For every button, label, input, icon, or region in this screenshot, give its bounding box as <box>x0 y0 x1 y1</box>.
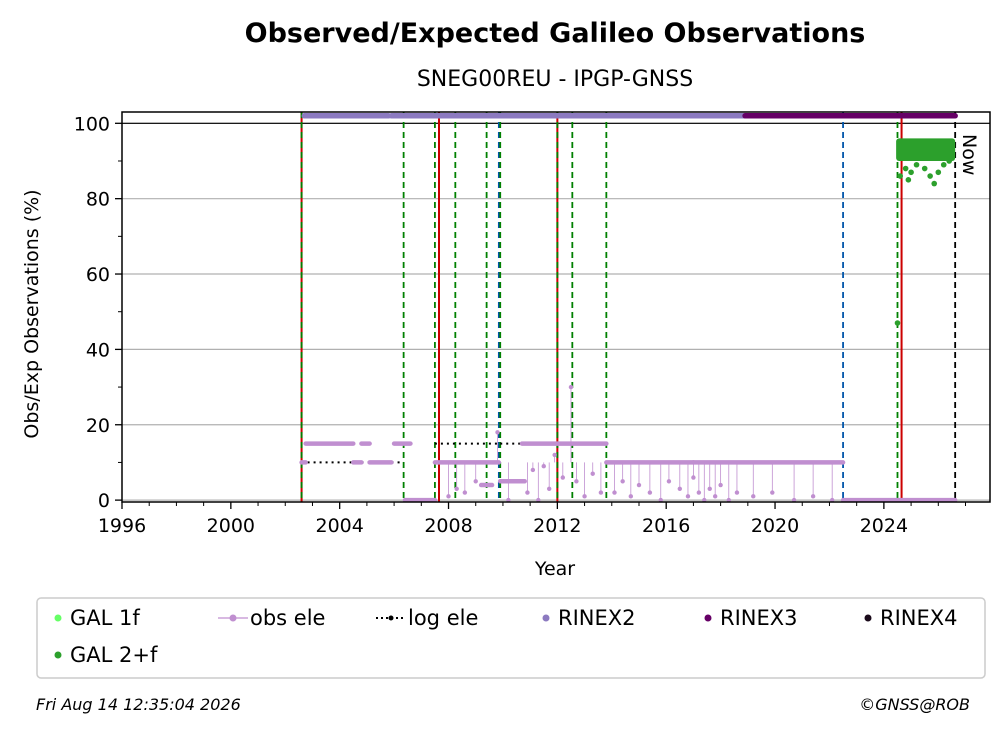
obs-ele-point-20 <box>628 494 634 499</box>
footer-credit: ©GNSS@ROB <box>859 695 970 714</box>
y-tick-label-4: 80 <box>86 189 110 211</box>
gal-2f-point-1 <box>897 173 904 179</box>
obs-ele-point-9 <box>541 464 546 469</box>
obs-ele-point-33 <box>726 497 731 503</box>
obs-ele-point-10 <box>546 486 552 492</box>
obs-ele-point-26 <box>685 494 691 499</box>
plot-frame <box>121 111 991 503</box>
y-tick-label-2: 40 <box>86 339 110 361</box>
y-tick-label-3: 60 <box>86 264 110 286</box>
x-tick-label-5: 2016 <box>642 515 690 537</box>
obs-ele-point-11 <box>552 452 557 458</box>
footer-timestamp: Fri Aug 14 12:35:04 2026 <box>36 695 241 714</box>
obs-ele-point-1 <box>454 486 459 492</box>
x-tick-label-0: 1996 <box>98 515 146 537</box>
obs-ele-point-34 <box>734 490 740 495</box>
x-tick-label-6: 2020 <box>751 515 799 537</box>
x-tick-label-7: 2024 <box>860 515 908 537</box>
y-tick-label-1: 20 <box>86 415 110 437</box>
axes: 1996 2000 2004 2008 2012 2016 2020 2024 0 20 40 60 8… <box>74 111 991 537</box>
gal-2f-point-6 <box>921 165 928 172</box>
obs-ele-point-21 <box>636 482 642 488</box>
obs-ele-point-2 <box>462 490 468 495</box>
y-tick-label-5: 100 <box>74 113 110 135</box>
legend-label-2: log ele <box>408 606 478 630</box>
obs-ele-point-6 <box>525 490 530 495</box>
legend-label-0: GAL 1f <box>70 606 140 630</box>
event-lines <box>300 112 957 502</box>
obs-ele-point-24 <box>666 479 672 484</box>
obs-ele-point-17 <box>598 490 604 495</box>
legend-marker-4 <box>704 614 712 622</box>
obs-ele-point-23 <box>658 497 663 503</box>
legend-marker-5 <box>864 614 872 622</box>
legend-label-1: obs ele <box>250 606 325 630</box>
gal-2f-point-10 <box>940 161 947 168</box>
obs-ele-point-15 <box>582 494 587 499</box>
legend-label-6: GAL 2+f <box>70 643 158 667</box>
legend-marker-6 <box>54 651 62 659</box>
x-tick-label-4: 2012 <box>533 515 581 537</box>
gridlines <box>122 122 990 501</box>
legend-label-5: RINEX4 <box>880 606 958 630</box>
obs-ele-point-16 <box>590 471 595 476</box>
x-tick-label-1: 2000 <box>207 515 255 537</box>
data-series <box>299 113 958 503</box>
legend-marker-1 <box>229 614 237 622</box>
legend-marker-2 <box>388 615 394 621</box>
gal-2f-band <box>896 138 956 161</box>
obs-ele-point-14 <box>574 479 579 484</box>
obs-ele-point-0 <box>446 494 451 499</box>
gal-2f-point-7 <box>927 173 933 179</box>
y-tick-label-0: 0 <box>98 490 110 512</box>
now-label: Now <box>958 134 980 175</box>
obs-ele-point-29 <box>702 497 707 503</box>
obs-ele-point-4 <box>495 430 500 435</box>
x-tick-label-2: 2004 <box>316 515 364 537</box>
obs-ele-point-13 <box>568 384 574 390</box>
x-axis-label: Year <box>534 558 575 580</box>
obs-ele-point-19 <box>620 479 625 484</box>
gal-2f-point-11 <box>946 158 952 164</box>
gal-2f-point-3 <box>905 177 912 183</box>
obs-ele-point-7 <box>530 467 536 473</box>
chart-title: Observed/Expected Galileo Observations <box>245 18 866 49</box>
obs-ele-point-3 <box>473 479 478 484</box>
obs-ele-point-35 <box>751 494 756 499</box>
obs-ele-point-32 <box>718 482 723 488</box>
obs-ele-point-12 <box>560 475 566 480</box>
gal-2f-point-0 <box>894 320 901 326</box>
obs-ele-point-28 <box>696 490 702 495</box>
obs-ele-point-22 <box>647 490 653 495</box>
chart-subtitle: SNEG00REU - IPGP-GNSS <box>417 67 693 92</box>
y-axis-label: Obs/Exp Observations (%) <box>21 189 43 438</box>
obs-ele-point-31 <box>712 494 718 499</box>
obs-ele-point-37 <box>791 497 797 503</box>
gal-2f-point-4 <box>908 169 914 176</box>
gal-2f-point-2 <box>902 165 909 172</box>
legend-box <box>36 597 986 679</box>
legend-label-3: RINEX2 <box>558 606 636 630</box>
obs-ele-point-8 <box>536 497 541 503</box>
obs-ele-point-27 <box>691 475 696 480</box>
legend: GAL 1f obs ele log ele RINEX2 RINEX3 RINEX4 GA… <box>36 597 986 679</box>
legend-marker-3 <box>542 614 550 622</box>
obs-ele-point-5 <box>506 497 511 503</box>
obs-ele-point-36 <box>770 490 775 495</box>
legend-label-4: RINEX3 <box>720 606 798 630</box>
obs-ele-point-39 <box>829 497 835 503</box>
gal-2f-point-8 <box>931 180 938 187</box>
obs-ele-point-38 <box>810 494 816 499</box>
x-tick-label-3: 2008 <box>424 515 472 537</box>
gal-2f-point-5 <box>913 161 920 168</box>
gal-2f-point-9 <box>935 169 942 176</box>
obs-ele-point-18 <box>612 490 617 495</box>
obs-ele-point-30 <box>707 486 712 492</box>
legend-marker-0 <box>54 614 62 622</box>
obs-ele-point-25 <box>677 486 683 492</box>
